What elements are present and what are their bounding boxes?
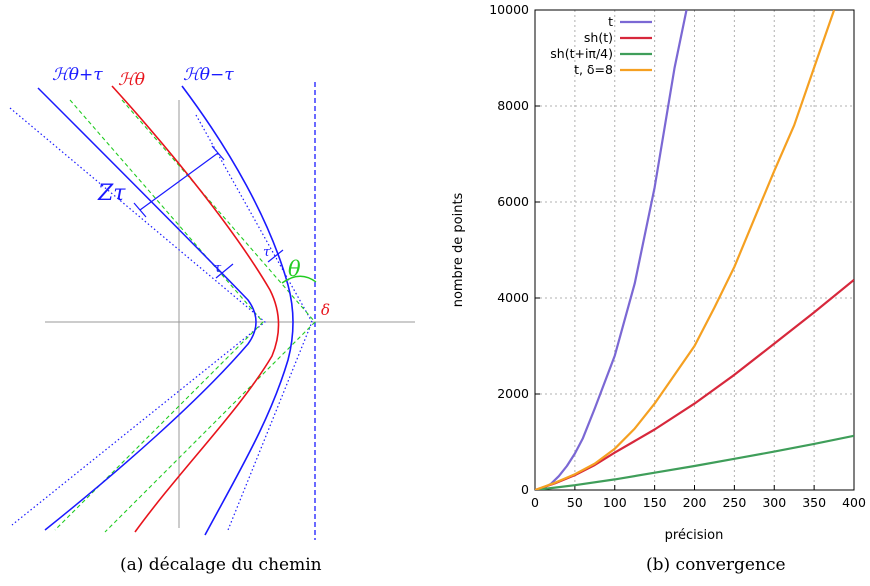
legend-label: t, δ=8 (574, 62, 613, 77)
series-line-0 (535, 10, 688, 490)
y-tick-label: 4000 (497, 290, 529, 305)
grid (535, 10, 854, 490)
z-tau-measure (139, 152, 219, 211)
x-tick-label: 350 (802, 495, 826, 510)
convergence-chart: 0 50 100 150 200 250 300 350 4000200040006000800… (451, 2, 866, 543)
axis-ticks: 0 50 100 150 200 250 300 350 4000200040006000800… (489, 2, 866, 510)
path-shift-diagram: ℋθ+τ ℋθ ℋθ−τ Zτ θ δ τ τ (9, 65, 415, 540)
x-tick-label: 100 (603, 495, 627, 510)
legend-label: sh(t+iπ/4) (550, 46, 613, 61)
label-z-tau: Zτ (97, 181, 126, 206)
curve-h-theta (111, 85, 280, 533)
dotted-outer-upper (9, 107, 266, 526)
label-tau-1: τ (214, 261, 222, 276)
series-lines (535, 10, 854, 490)
y-tick-label: 6000 (497, 194, 529, 209)
series-line-2 (535, 434, 854, 490)
y-tick-label: 8000 (497, 98, 529, 113)
legend-label: t (608, 14, 613, 29)
z-tau-tick-2 (211, 145, 225, 161)
z-tau-tick-1 (133, 202, 147, 218)
caption-left: (a) décalage du chemin (120, 555, 322, 575)
label-delta: δ (321, 301, 330, 319)
x-tick-label: 150 (643, 495, 667, 510)
dotted-inner-upper (195, 114, 313, 531)
theta-arc (281, 275, 317, 284)
caption-right: (b) convergence (646, 555, 786, 575)
series-line-3 (535, 10, 836, 490)
green-dashed-right (104, 99, 316, 533)
x-tick-label: 200 (683, 495, 707, 510)
x-tick-label: 0 (531, 495, 539, 510)
x-tick-label: 250 (722, 495, 746, 510)
label-h-theta-minus-tau: ℋθ−τ (183, 65, 234, 85)
legend: tsh(t)sh(t+iπ/4)t, δ=8 (550, 14, 652, 77)
x-tick-label: 400 (842, 495, 866, 510)
x-tick-label: 50 (567, 495, 583, 510)
x-axis-label: précision (665, 528, 724, 543)
x-tick-label: 300 (762, 495, 786, 510)
y-tick-label: 10000 (489, 2, 529, 17)
y-axis-label: nombre de points (451, 192, 466, 307)
y-tick-label: 2000 (497, 386, 529, 401)
label-h-theta: ℋθ (118, 70, 145, 90)
label-theta: θ (288, 257, 301, 281)
tau-measure-2 (267, 249, 284, 263)
curve-h-theta-minus-tau (181, 85, 294, 536)
legend-label: sh(t) (584, 30, 613, 45)
tau-measure-1 (215, 263, 234, 279)
curve-h-theta-plus-tau (37, 87, 257, 531)
green-dashed-left (54, 99, 264, 531)
label-h-theta-plus-tau: ℋθ+τ (52, 65, 103, 85)
y-tick-label: 0 (521, 482, 529, 497)
label-tau-2: τ (263, 245, 271, 260)
